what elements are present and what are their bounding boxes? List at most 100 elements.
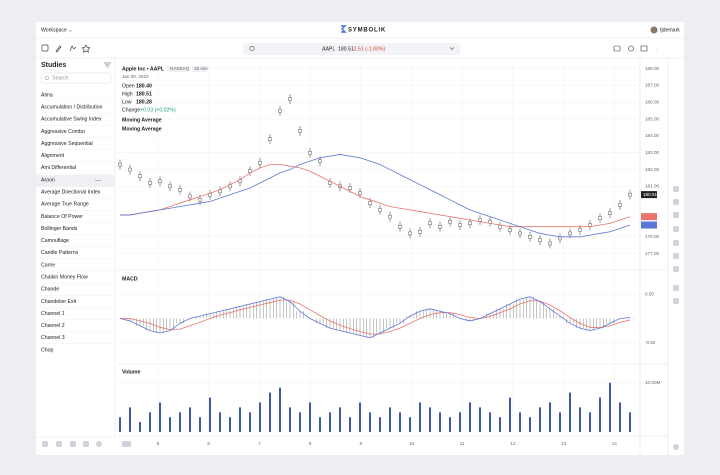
icon[interactable] (96, 441, 102, 447)
candle-body (478, 218, 482, 222)
candle-body (448, 219, 452, 224)
tag (167, 66, 189, 72)
study-item[interactable]: Carrie (41, 262, 55, 268)
candle-body (558, 236, 562, 241)
icon[interactable] (83, 441, 89, 447)
study-item[interactable]: Chop (41, 347, 54, 353)
icon[interactable] (41, 44, 49, 52)
icon[interactable] (673, 226, 679, 232)
volume-bar (499, 417, 501, 432)
y-tick-label: 178.00 (645, 234, 659, 239)
study-item[interactable]: Chande (41, 287, 59, 293)
study-item[interactable]: Camouflage (41, 238, 69, 244)
x-tick-label: 7 (258, 441, 261, 446)
volume-bar (169, 417, 171, 432)
volume-bar (449, 417, 451, 432)
x-tick-label: 6 (207, 441, 210, 446)
icon[interactable] (673, 240, 679, 246)
icon[interactable] (628, 45, 634, 52)
y-tick-label: 184.00 (645, 133, 659, 138)
candle-body (258, 161, 262, 165)
x-tick-label: 13 (561, 441, 567, 446)
date: Jan 30, 2023 (122, 74, 149, 79)
study-item[interactable]: Aggressive Combo (41, 129, 85, 135)
icon[interactable] (81, 44, 91, 53)
candle-body (538, 238, 542, 242)
icon[interactable] (673, 298, 679, 304)
volume-bar (119, 417, 121, 432)
candle-body (348, 186, 352, 190)
candle-body (548, 241, 552, 246)
symbol-search[interactable] (243, 43, 460, 55)
candle-body (188, 194, 192, 199)
study-item[interactable]: Accumulation / Distribution (41, 105, 103, 111)
moving-average-line (120, 164, 631, 228)
volume-bar (349, 417, 351, 432)
study-item[interactable]: Ami Differential (41, 165, 76, 171)
dropdown-icon[interactable] (449, 47, 455, 50)
x-tick-label: 11 (460, 441, 465, 446)
icon[interactable] (673, 285, 679, 291)
candle-body (578, 228, 582, 232)
study-item[interactable]: Alignment (41, 153, 65, 159)
icon[interactable] (673, 212, 679, 218)
candle-body (498, 225, 502, 229)
volume-bar (619, 402, 621, 432)
study-item[interactable]: Chaikin Money Flow (41, 274, 88, 280)
icon[interactable] (613, 45, 621, 52)
workspace-menu[interactable]: Workspace ⌄ (41, 27, 73, 33)
study-item[interactable]: Channel 1 (41, 311, 65, 317)
icon[interactable] (69, 45, 77, 52)
icon[interactable] (70, 441, 76, 447)
icon[interactable] (55, 45, 62, 53)
brand-name: SYMBOLIK (348, 28, 386, 34)
y-tick-label: 181.00 (645, 184, 659, 189)
study-item[interactable]: Channel 3 (41, 335, 65, 341)
icon[interactable] (673, 186, 679, 192)
candle-body (588, 223, 592, 227)
icon[interactable] (673, 444, 679, 450)
y-tick-label: -0.50 (645, 340, 656, 345)
high-label: High (122, 91, 133, 97)
tag (192, 66, 207, 72)
candle-body (128, 167, 132, 172)
candle-body (618, 203, 622, 207)
macd-line (119, 296, 631, 339)
study-item[interactable]: Average Directional Index (41, 189, 101, 195)
study-item[interactable]: Bollinger Bands (41, 226, 78, 232)
icon[interactable] (640, 45, 648, 52)
change-value: +0.03 (+0.02%) (140, 107, 176, 113)
candle-body (598, 216, 602, 221)
volume-bar (309, 402, 311, 432)
volume-bar (329, 412, 331, 432)
study-item[interactable]: Alma (41, 92, 53, 98)
study-item[interactable]: Balance Of Power (41, 214, 83, 220)
volume-bar (459, 412, 461, 432)
icon[interactable] (673, 253, 679, 259)
icon[interactable] (673, 266, 679, 272)
candle-body (118, 162, 122, 167)
candle-body (158, 179, 162, 184)
icon[interactable] (122, 441, 131, 447)
study-item[interactable]: Aroon (41, 177, 55, 183)
icon[interactable] (56, 441, 62, 447)
study-item[interactable]: Candle Patterns (41, 250, 79, 256)
candle-body (418, 230, 422, 234)
study-item[interactable]: Accumulative Swing Index (41, 117, 102, 123)
volume-bar (339, 407, 341, 432)
filter-icon[interactable] (104, 62, 111, 68)
candle-body (568, 231, 572, 236)
avatar[interactable] (650, 26, 658, 34)
volume-bar (409, 417, 411, 432)
study-search[interactable] (40, 72, 112, 84)
user-name[interactable]: tjdemark (660, 27, 680, 33)
study-item[interactable]: Aggressive Sequential (41, 141, 93, 147)
study-item[interactable]: Chandelier Exit (41, 299, 77, 305)
search-placeholder: Search (52, 75, 69, 81)
chart-area: Alma Accumulation / Distribution Accumulat… (36, 58, 668, 452)
icon[interactable] (673, 199, 679, 205)
icon[interactable] (42, 441, 48, 447)
candle-body (308, 151, 312, 155)
study-item[interactable]: Average True Range (41, 202, 89, 208)
study-item[interactable]: Channel 2 (41, 323, 65, 329)
